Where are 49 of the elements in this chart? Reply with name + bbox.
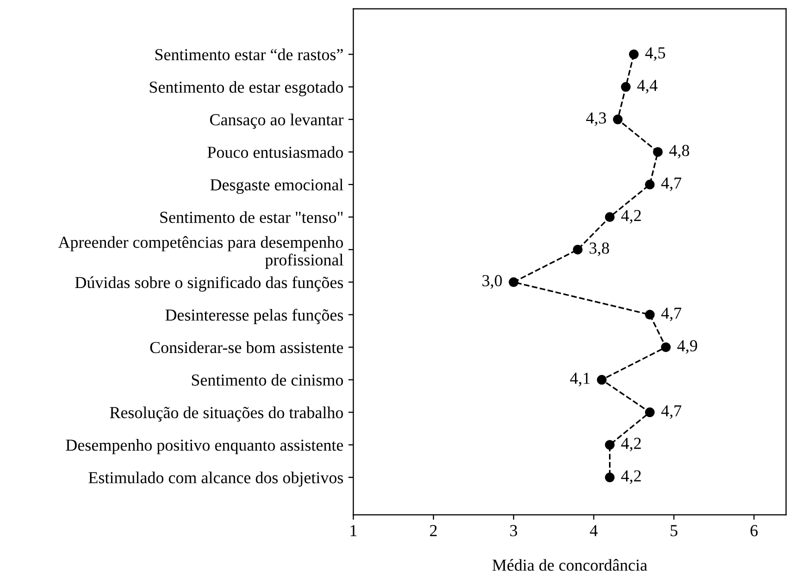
point	[604, 212, 615, 222]
data-label: 4,4	[637, 80, 658, 94]
point	[620, 82, 631, 92]
data-label: 4,2	[621, 470, 641, 484]
data-label: 4,2	[621, 210, 641, 224]
point	[628, 49, 639, 60]
data-label: 4,8	[669, 144, 690, 159]
y-tick-label: Sentimento de cinismo	[192, 374, 343, 386]
x-tick-label: 3	[510, 525, 518, 536]
y-tick-label: Cansaço ao levantar	[210, 114, 344, 129]
data-label: 4,5	[645, 47, 666, 61]
point	[644, 407, 655, 418]
data-label: 4,7	[661, 308, 682, 322]
data-label: 4,7	[661, 405, 682, 419]
point	[572, 244, 583, 254]
point	[604, 440, 615, 450]
y-tick-label: Apreender competências para desempenho profissional	[58, 236, 344, 269]
x-axis-title: Média de concordância	[492, 559, 648, 571]
data-label: 4,3	[586, 112, 606, 126]
point	[612, 114, 623, 124]
x-tick-label: 6	[750, 525, 758, 536]
data-label: 4,1	[570, 372, 590, 386]
x-tick-label: 2	[430, 525, 437, 536]
y-tick-label: Dúvidas sobre o significado das funções	[75, 276, 343, 292]
data-label: 4,2	[621, 438, 641, 452]
point	[644, 180, 655, 190]
x-tick-label: 4	[590, 525, 598, 536]
y-tick-label: Considerar-se bom assistente	[150, 341, 344, 354]
data-label: 3,0	[482, 275, 502, 289]
y-tick-label: Pouco entusiasmado	[208, 146, 343, 158]
point	[644, 310, 655, 320]
y-tick-label: Estimulado com alcance dos objetivos	[88, 472, 343, 487]
point	[604, 472, 615, 482]
y-tick-label: Desinteresse pelas funções	[165, 308, 343, 324]
point	[652, 147, 663, 157]
point	[596, 374, 607, 385]
y-tick-label: Desempenho positivo enquanto assistente	[66, 439, 344, 454]
point	[660, 342, 671, 352]
x-tick-label: 1	[350, 525, 356, 536]
data-label: 4,7	[661, 178, 682, 192]
x-tick-label: 5	[670, 525, 678, 536]
data-label: 3,8	[590, 242, 610, 256]
y-tick-label: Resolução de situações do trabalho	[110, 406, 343, 422]
data-label: 4,9	[677, 340, 698, 354]
point	[508, 277, 518, 287]
y-tick-label: Desgaste emocional	[210, 178, 344, 194]
y-tick-label: Sentimento estar “de rastos”	[155, 48, 343, 60]
y-tick-label: Sentimento de estar "tenso"	[160, 211, 343, 223]
y-tick-label: Sentimento de estar esgotado	[150, 81, 343, 96]
